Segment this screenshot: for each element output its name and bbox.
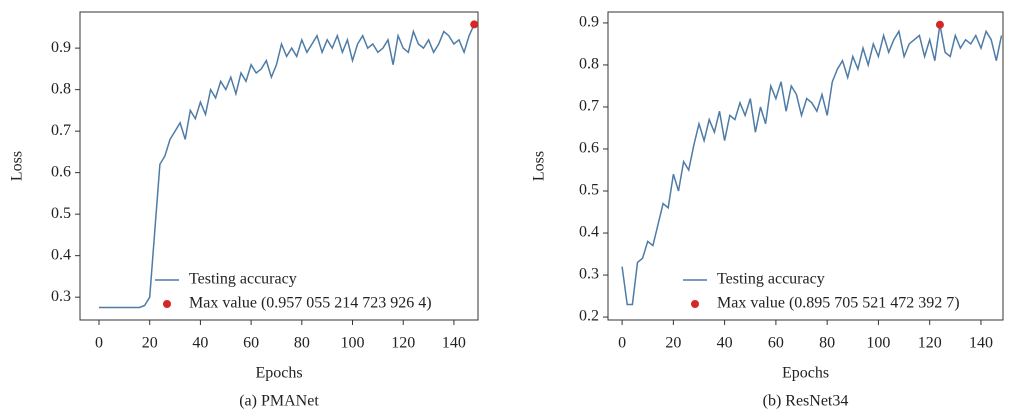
y-tick-label: 0.4 xyxy=(51,246,71,263)
y-axis-label: Loss xyxy=(9,151,26,181)
x-tick-label: 60 xyxy=(768,335,784,352)
legend-label: Testing accuracy xyxy=(189,271,297,288)
y-tick-label: 0.8 xyxy=(51,80,71,97)
y-tick-label: 0.2 xyxy=(579,308,599,325)
x-tick-label: 120 xyxy=(918,335,942,352)
x-tick-label: 40 xyxy=(717,335,733,352)
y-tick-label: 0.6 xyxy=(51,163,71,180)
x-tick-label: 20 xyxy=(665,335,681,352)
accuracy-line xyxy=(99,24,475,309)
x-tick-label: 40 xyxy=(192,335,208,352)
x-tick-label: 0 xyxy=(618,335,626,352)
caption: (b) ResNet34 xyxy=(763,393,849,410)
x-tick-label: 140 xyxy=(969,335,993,352)
x-tick-label: 80 xyxy=(819,335,835,352)
x-axis-label: Epochs xyxy=(782,365,829,382)
y-tick-label: 0.7 xyxy=(51,122,71,139)
x-tick-label: 100 xyxy=(866,335,890,352)
legend-label: Testing accuracy xyxy=(717,271,825,288)
y-tick-label: 0.3 xyxy=(51,288,71,305)
y-tick-label: 0.9 xyxy=(51,39,71,56)
legend-label: Max value (0.895 705 521 472 392 7) xyxy=(717,295,960,312)
y-tick-label: 0.9 xyxy=(579,14,599,31)
x-tick-label: 120 xyxy=(391,335,415,352)
y-axis-label: Loss xyxy=(531,151,548,181)
y-tick-label: 0.7 xyxy=(579,98,599,115)
x-tick-label: 80 xyxy=(294,335,310,352)
caption: (a) PMANet xyxy=(239,393,319,410)
y-tick-label: 0.6 xyxy=(579,140,599,157)
y-tick-label: 0.5 xyxy=(579,182,599,199)
axes-frame xyxy=(607,11,1004,321)
y-tick-label: 0.8 xyxy=(579,56,599,73)
legend-marker xyxy=(691,300,699,308)
legend-label: Max value (0.957 055 214 723 926 4) xyxy=(189,295,432,312)
legend-marker xyxy=(163,300,171,308)
y-tick-label: 0.4 xyxy=(579,224,599,241)
x-tick-label: 100 xyxy=(341,335,365,352)
x-tick-label: 0 xyxy=(95,335,103,352)
axes-frame xyxy=(79,11,479,321)
y-tick-label: 0.5 xyxy=(51,205,71,222)
x-tick-label: 60 xyxy=(243,335,259,352)
max-point xyxy=(935,20,944,29)
y-tick-label: 0.3 xyxy=(579,266,599,283)
x-tick-label: 20 xyxy=(142,335,158,352)
max-point xyxy=(470,20,479,29)
accuracy-line xyxy=(621,24,1003,306)
x-axis-label: Epochs xyxy=(255,365,302,382)
x-tick-label: 140 xyxy=(442,335,466,352)
